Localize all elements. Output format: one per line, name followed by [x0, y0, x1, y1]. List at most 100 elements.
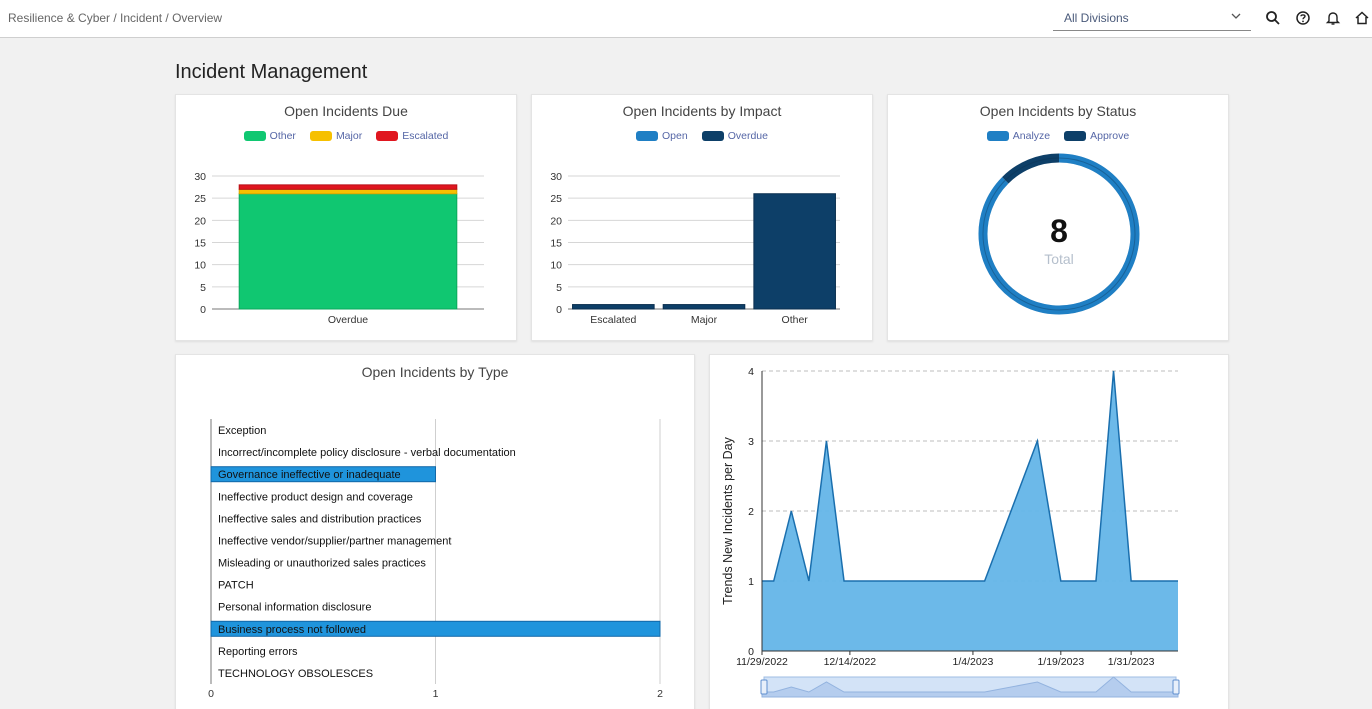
category-label: Ineffective product design and coverage	[218, 491, 413, 503]
category-label: Personal information disclosure	[218, 602, 371, 614]
legend-label: Analyze	[1012, 130, 1051, 142]
chart-legend: Open Overdue	[532, 130, 872, 142]
y-tick-label: 30	[194, 171, 206, 183]
card-incident-trend: 0 1 2 3 4 11/29/2022 12/14/2022 1/4/2023 1/19/20…	[709, 354, 1229, 709]
card-open-incidents-by-impact: Open Incidents by Impact Open Overdue 0 5…	[531, 94, 873, 341]
chart-title: Open Incidents by Status	[979, 103, 1137, 119]
chart-title: Open Incidents Due	[284, 103, 408, 119]
category-label: Business process not followed	[218, 624, 366, 636]
x-tick-label: 0	[208, 688, 214, 700]
donut-total-value: 8	[1050, 213, 1068, 249]
category-label: PATCH	[218, 580, 254, 592]
range-handle[interactable]	[1172, 679, 1180, 695]
y-tick-label: 30	[550, 171, 562, 183]
y-tick-label: 10	[194, 260, 206, 272]
home-icon[interactable]	[1354, 10, 1370, 26]
legend-swatch	[636, 131, 659, 141]
chevron-down-icon	[1231, 13, 1241, 19]
card-open-incidents-by-status: Open Incidents by Status Analyze Approve…	[887, 94, 1229, 341]
legend-swatch	[243, 131, 266, 141]
y-tick-label: 0	[556, 304, 562, 316]
chart-title: Open Incidents by Impact	[622, 103, 782, 119]
bar	[753, 193, 836, 310]
legend-item-analyze[interactable]: Analyze	[986, 130, 1051, 142]
category-label: Reporting errors	[218, 646, 298, 658]
category-label: Ineffective sales and distribution pract…	[218, 513, 422, 525]
area-fill	[762, 371, 1178, 651]
breadcrumb[interactable]: Resilience & Cyber / Incident / Overview	[8, 11, 223, 25]
y-tick-label: 5	[200, 282, 206, 294]
y-tick-label: 2	[748, 506, 754, 518]
x-tick-label: 2	[657, 688, 663, 700]
donut-slice-edge	[982, 157, 1136, 311]
category-label: Incorrect/incomplete policy disclosure -…	[218, 447, 516, 459]
category-label: Governance ineffective or inadequate	[218, 469, 401, 481]
legend-label: Approve	[1090, 130, 1130, 142]
trend-area-chart: 0 1 2 3 4 11/29/2022 12/14/2022 1/4/2023 1/19/20…	[721, 366, 1180, 698]
y-tick-label: 20	[194, 215, 206, 227]
legend-label: Other	[269, 130, 296, 142]
division-select-value: All Divisions	[1064, 11, 1129, 25]
y-axis-label: Trends New Incidents per Day	[721, 436, 735, 604]
y-tick-label: 20	[550, 215, 562, 227]
x-tick-label: Overdue	[328, 314, 368, 326]
x-tick-label: Other	[782, 314, 809, 326]
legend-label: Open	[662, 130, 688, 142]
legend-item-major[interactable]: Major	[309, 130, 363, 142]
category-label: Misleading or unauthorized sales practic…	[218, 558, 426, 570]
bar	[662, 304, 746, 310]
x-tick-label: 12/14/2022	[824, 656, 877, 668]
y-tick-label: 15	[550, 238, 562, 250]
bar	[238, 188, 458, 195]
bar	[238, 193, 458, 310]
area-line	[762, 370, 1178, 582]
legend-swatch	[1064, 131, 1087, 141]
y-tick-label: 10	[550, 260, 562, 272]
impact-bar-chart: 0 5 10 15 20 25 30 Escalated Major Other	[550, 171, 840, 326]
card-open-incidents-due: Open Incidents Due Other Major Escalated…	[175, 94, 517, 341]
category-label: Ineffective vendor/supplier/partner mana…	[218, 535, 451, 547]
legend-item-other[interactable]: Other	[243, 130, 296, 142]
y-tick-label: 4	[748, 366, 754, 378]
bar	[210, 620, 661, 637]
y-tick-label: 15	[194, 238, 206, 250]
legend-label: Major	[335, 130, 363, 142]
x-tick-label: 1	[433, 688, 439, 700]
y-tick-label: 0	[200, 304, 206, 316]
bar	[572, 304, 655, 310]
status-donut-chart	[978, 153, 1140, 315]
search-icon[interactable]	[1265, 10, 1281, 26]
x-tick-label: 1/19/2023	[1037, 656, 1084, 668]
bell-icon[interactable]	[1325, 10, 1341, 26]
legend-swatch	[309, 131, 332, 141]
x-tick-label: 1/4/2023	[952, 656, 993, 668]
bar	[238, 184, 458, 190]
due-bar-chart: 0 5 10 15 20 25 30 Overdue	[194, 171, 484, 326]
legend-label: Overdue	[727, 130, 768, 142]
legend-swatch	[986, 131, 1009, 141]
legend-item-escalated[interactable]: Escalated	[376, 130, 448, 142]
help-icon[interactable]	[1295, 10, 1311, 26]
range-handle[interactable]	[760, 679, 768, 695]
y-tick-label: 0	[748, 646, 754, 658]
legend-item-open[interactable]: Open	[636, 130, 688, 142]
legend-item-approve[interactable]: Approve	[1064, 130, 1129, 142]
y-tick-label: 5	[556, 282, 562, 294]
legend-item-overdue[interactable]: Overdue	[701, 130, 768, 142]
donut-slice	[1002, 153, 1060, 184]
chart-title: Open Incidents by Type	[361, 364, 509, 380]
y-tick-label: 25	[550, 193, 562, 205]
x-tick-label: Major	[691, 314, 718, 326]
legend-swatch	[376, 131, 399, 141]
x-tick-label: 1/31/2023	[1108, 656, 1155, 668]
donut-slice-edge	[1004, 157, 1060, 181]
y-tick-label: 1	[748, 576, 754, 588]
page-title: Incident Management	[175, 61, 368, 83]
division-select[interactable]: All Divisions	[1053, 6, 1251, 31]
legend-swatch	[701, 131, 724, 141]
x-tick-label: 11/29/2022	[736, 656, 788, 668]
bar	[210, 466, 436, 483]
category-label: Exception	[218, 425, 266, 437]
top-bar: Resilience & Cyber / Incident / Overview…	[0, 0, 1372, 38]
card-open-incidents-by-type: Open Incidents by Type 0 1 2 Exception Incor…	[175, 354, 695, 709]
